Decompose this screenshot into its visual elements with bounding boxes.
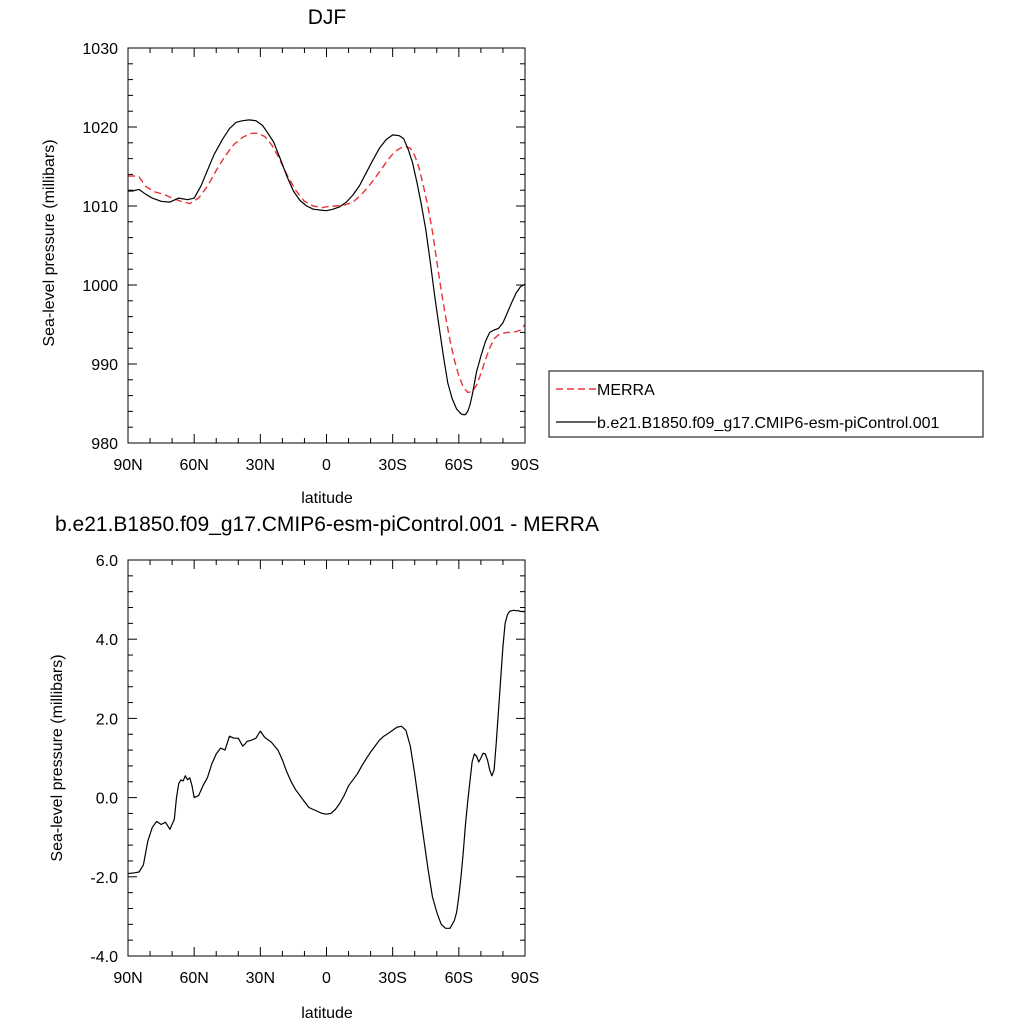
x-tick-label: 90S bbox=[511, 457, 539, 474]
x-tick-label: 90N bbox=[113, 970, 142, 987]
y-tick-label: 6.0 bbox=[96, 553, 118, 570]
legend-box bbox=[548, 370, 984, 438]
y-axis-label: Sea-level pressure (millibars) bbox=[49, 654, 66, 861]
x-tick-label: 60N bbox=[179, 970, 208, 987]
axes-ticks: 90N 60N 30N 0 30S 60S 90S 980 990 1000 1010 1020 103… bbox=[82, 41, 539, 474]
x-tick-label: 0 bbox=[322, 970, 331, 987]
series-line-1 bbox=[128, 119, 526, 416]
chart-djf: DJF Sea-level pressure (millibars) latit… bbox=[41, 6, 984, 507]
plot-frame bbox=[127, 47, 526, 444]
x-tick-label: 30S bbox=[378, 970, 406, 987]
x-tick-label: 30N bbox=[246, 457, 275, 474]
plot-frame bbox=[127, 559, 526, 957]
y-tick-label: 2.0 bbox=[96, 711, 118, 728]
chart-title: b.e21.B1850.f09_g17.CMIP6-esm-piControl.… bbox=[55, 513, 599, 536]
axes-ticks: 90N 60N 30N 0 30S 60S 90S -4.0 -2.0 0.0 2.0 4.0 6.0 bbox=[90, 553, 539, 987]
series-group bbox=[128, 119, 526, 416]
x-tick-label: 0 bbox=[322, 457, 331, 474]
series-line-0 bbox=[127, 609, 525, 929]
y-tick-label: 0.0 bbox=[96, 791, 118, 808]
x-axis-label: latitude bbox=[301, 490, 353, 507]
y-tick-label: 1010 bbox=[82, 199, 118, 216]
x-tick-label: 60S bbox=[445, 970, 473, 987]
y-tick-label: 4.0 bbox=[96, 632, 118, 649]
y-axis-label: Sea-level pressure (millibars) bbox=[41, 139, 58, 346]
x-tick-label: 30N bbox=[246, 970, 275, 987]
x-tick-label: 60S bbox=[445, 457, 473, 474]
x-tick-label: 30S bbox=[378, 457, 406, 474]
series-group bbox=[127, 609, 525, 929]
y-tick-label: -4.0 bbox=[90, 949, 118, 966]
chart-difference: b.e21.B1850.f09_g17.CMIP6-esm-piControl.… bbox=[49, 513, 599, 1022]
legend: MERRA b.e21.B1850.f09_g17.CMIP6-esm-piCo… bbox=[548, 370, 984, 438]
series-line-0 bbox=[128, 132, 526, 394]
y-tick-label: 980 bbox=[91, 436, 118, 453]
chart-title: DJF bbox=[308, 6, 347, 29]
y-tick-label: 990 bbox=[91, 357, 118, 374]
legend-label-model: b.e21.B1850.f09_g17.CMIP6-esm-piControl.… bbox=[597, 415, 940, 432]
y-tick-label: 1020 bbox=[82, 120, 118, 137]
y-tick-label: 1030 bbox=[82, 41, 118, 58]
y-tick-label: -2.0 bbox=[90, 870, 118, 887]
legend-label-merra: MERRA bbox=[597, 382, 655, 399]
x-tick-label: 90S bbox=[511, 970, 539, 987]
x-tick-label: 60N bbox=[179, 457, 208, 474]
y-tick-label: 1000 bbox=[82, 278, 118, 295]
x-axis-label: latitude bbox=[301, 1005, 353, 1022]
x-tick-label: 90N bbox=[113, 457, 142, 474]
